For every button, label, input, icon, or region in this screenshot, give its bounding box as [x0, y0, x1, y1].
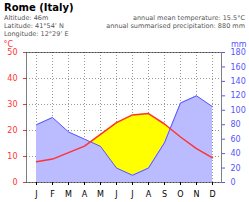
svg-text:20: 20 [231, 164, 241, 173]
svg-text:140: 140 [231, 77, 246, 86]
svg-text:180: 180 [231, 48, 246, 57]
svg-text:50: 50 [7, 48, 17, 57]
html-text:Altitude: 46m: Altitude: 46m [4, 14, 49, 22]
svg-text:120: 120 [231, 91, 246, 100]
svg-text:M: M [97, 190, 104, 199]
svg-text:°C: °C [4, 40, 14, 49]
html-text:Longitude: 12°29’ E: Longitude: 12°29’ E [4, 30, 69, 38]
svg-text:J: J [34, 190, 37, 199]
svg-text:20: 20 [7, 126, 17, 135]
html-text:Latitude: 41°54’ N: Latitude: 41°54’ N [4, 22, 64, 30]
svg-text:60: 60 [231, 135, 241, 144]
svg-text:J: J [130, 190, 133, 199]
html-text:Rome (Italy): Rome (Italy) [4, 2, 74, 13]
svg-text:A: A [146, 190, 152, 199]
svg-text:0: 0 [12, 178, 17, 187]
svg-text:160: 160 [231, 63, 246, 72]
svg-text:F: F [50, 190, 55, 199]
svg-text:N: N [194, 190, 200, 199]
svg-text:S: S [162, 190, 167, 199]
svg-text:0: 0 [231, 178, 236, 187]
html-text:annual summarised precipitatio: annual summarised precipitation: 880 mm [106, 22, 245, 30]
svg-text:40: 40 [231, 149, 241, 158]
svg-text:mm: mm [231, 40, 247, 49]
html-text:annual mean temperature: 15.5°: annual mean temperature: 15.5°C [132, 14, 245, 22]
svg-text:M: M [65, 190, 72, 199]
svg-text:40: 40 [7, 74, 17, 83]
svg-text:80: 80 [231, 120, 241, 129]
svg-text:A: A [82, 190, 88, 199]
svg-text:10: 10 [7, 152, 17, 161]
svg-text:J: J [114, 190, 117, 199]
svg-text:O: O [177, 190, 183, 199]
svg-text:D: D [209, 190, 215, 199]
svg-text:100: 100 [231, 106, 246, 115]
svg-text:30: 30 [7, 100, 17, 109]
